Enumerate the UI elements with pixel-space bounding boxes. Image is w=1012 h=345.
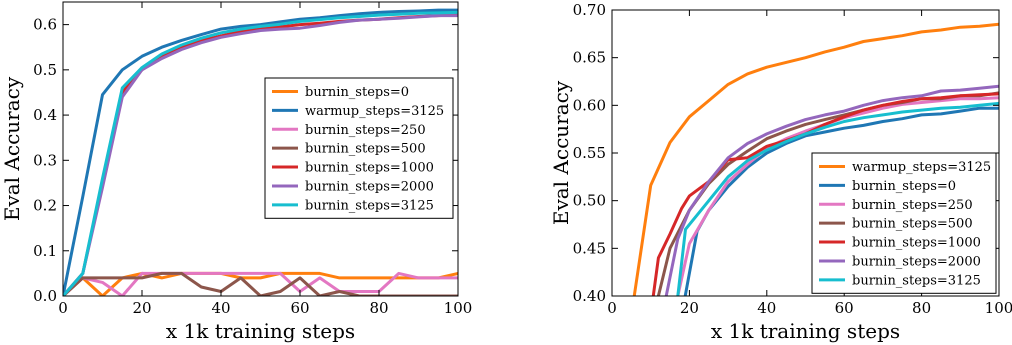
legend-label: burnin_steps=0 <box>305 85 409 100</box>
legend-label: burnin_steps=500 <box>305 142 426 157</box>
series-line-4 <box>63 271 458 296</box>
series-line-3 <box>63 271 458 296</box>
y-tick-label: 0.1 <box>33 242 57 260</box>
x-tick-label: 100 <box>985 299 1012 317</box>
x-tick-label: 60 <box>835 299 854 317</box>
x-tick-label: 40 <box>211 299 230 317</box>
x-tick-label: 60 <box>290 299 309 317</box>
series-line-7 <box>63 10 458 296</box>
legend-label: burnin_steps=3125 <box>305 198 434 213</box>
legend-label: burnin_steps=1000 <box>305 161 434 176</box>
chart-1: 0 20 40 60 80 100 0.0 0.1 0.2 0.3 0.4 0.5 0.6 x 1k tr… <box>0 1 473 343</box>
y-tick-label: 0.40 <box>573 287 606 305</box>
y-axis-title: Eval Accuracy <box>0 76 24 221</box>
series-line-1 <box>632 22 999 296</box>
y-tick-label: 0.4 <box>33 106 57 124</box>
legend-label: burnin_steps=3125 <box>852 273 981 288</box>
y-axis-title: Eval Accuracy <box>549 80 573 225</box>
legend-box <box>264 77 454 219</box>
y-tick-label: 0.6 <box>33 16 57 34</box>
legend-label: burnin_steps=250 <box>852 198 973 213</box>
y-tick-label: 0.65 <box>573 49 606 67</box>
y-tick-label: 0.55 <box>573 144 606 162</box>
x-axis-title: x 1k training steps <box>711 319 900 343</box>
x-tick-label: 80 <box>912 299 931 317</box>
x-tick-label: 100 <box>444 299 473 317</box>
x-tick-label: 0 <box>58 299 68 317</box>
legend-label: warmup_steps=3125 <box>305 104 444 119</box>
legend: burnin_steps=0 warmup_steps=3125 burnin_st… <box>264 77 454 219</box>
legend-label: burnin_steps=1000 <box>852 236 981 251</box>
y-tick-label: 0.0 <box>33 287 57 305</box>
x-tick-label: 20 <box>680 299 699 317</box>
series-line-2 <box>63 8 458 296</box>
y-tick-label: 0.2 <box>33 197 57 215</box>
x-tick-label: 40 <box>757 299 776 317</box>
series-group <box>632 22 999 296</box>
y-tick-label: 0.60 <box>573 96 606 114</box>
series-line-7 <box>676 101 999 296</box>
x-axis-title: x 1k training steps <box>166 319 355 343</box>
x-tick-label: 80 <box>369 299 388 317</box>
series-line-2 <box>683 106 999 296</box>
y-tick-label: 0.70 <box>573 1 606 19</box>
legend-label: warmup_steps=3125 <box>852 160 991 175</box>
y-tick-label: 0.50 <box>573 192 606 210</box>
series-line-6 <box>63 14 458 296</box>
legend-label: burnin_steps=2000 <box>305 179 434 194</box>
legend-label: burnin_steps=500 <box>852 217 973 232</box>
series-group <box>63 8 458 296</box>
legend-label: burnin_steps=2000 <box>852 254 981 269</box>
plot-frame <box>62 1 459 297</box>
y-tick-label: 0.5 <box>33 61 57 79</box>
chart-2: 0 20 40 60 80 100 0.40 0.45 0.50 0.55 0.60 0.65 0.70… <box>549 1 1012 343</box>
legend: warmup_steps=3125 burnin_steps=0 burnin_st… <box>811 152 997 294</box>
y-tick-label: 0.3 <box>33 151 57 169</box>
legend-label: burnin_steps=0 <box>852 179 956 194</box>
x-tick-label: 0 <box>607 299 617 317</box>
series-line-6 <box>664 84 999 296</box>
y-tick-label: 0.45 <box>573 239 606 257</box>
x-tick-label: 20 <box>132 299 151 317</box>
legend-label: burnin_steps=250 <box>305 123 426 138</box>
